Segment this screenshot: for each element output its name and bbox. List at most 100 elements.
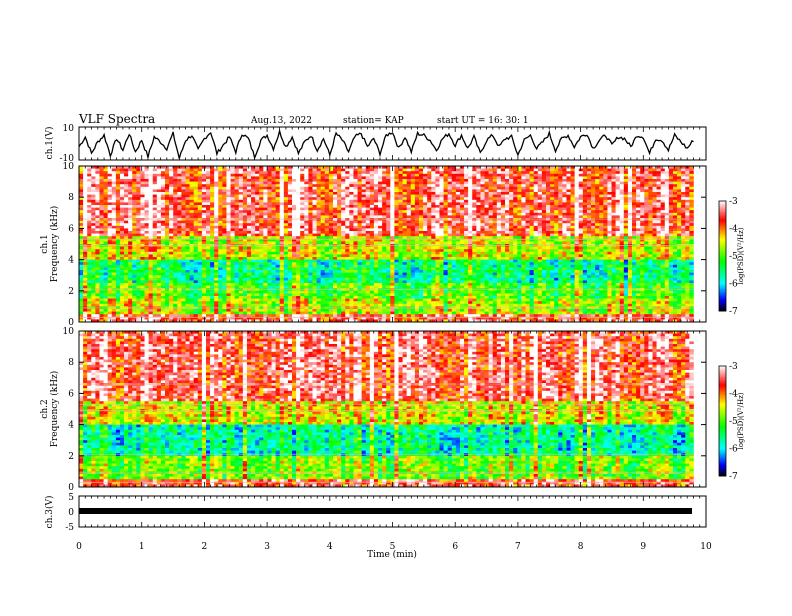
spectrogram-cell [205,254,211,258]
spectrogram-cell [398,296,403,299]
spectrogram-cell [185,296,190,299]
spectrogram-cell [308,251,313,255]
spectrogram-cell [312,199,317,203]
spectrogram-cell [332,181,338,185]
spectrogram-cell [197,223,203,227]
spectrogram-cell [91,192,96,195]
spectrogram-cell [111,194,117,198]
spectrogram-cell [328,283,334,286]
spectrogram-cell [156,277,162,281]
spectrogram-cell [115,197,121,201]
spectrogram-cell [324,296,330,299]
spectrogram-cell [345,280,350,284]
spectrogram-cell [357,233,362,237]
spectrogram-cell [332,311,338,315]
spectrogram-cell [357,314,362,318]
spectrogram-cell [251,184,256,188]
spectrogram-cell [226,238,231,242]
spectrogram-cell [382,210,387,214]
spectrogram-cell [386,210,391,214]
spectrogram-cell [242,171,248,175]
spectrogram-cell [148,236,154,240]
spectrogram-cell [402,233,408,237]
spectrogram-cell [414,277,420,281]
spectrogram-cell [205,218,211,221]
spectrogram-cell [320,166,326,169]
spectrogram-cell [328,309,334,312]
spectrogram-cell [275,184,281,188]
spectrogram-cell [296,296,301,299]
spectrogram-cell [263,303,268,307]
spectrogram-cell [312,275,317,279]
spectrogram-cell [390,290,395,294]
spectrogram-cell [148,184,154,188]
spectrogram-cell [292,166,297,169]
spectrogram-cell [324,173,330,177]
spectrogram-cell [152,236,158,240]
spectrogram-cell [169,202,174,206]
spectrogram-cell [386,186,391,190]
spectrogram-cell [79,272,84,276]
spectrogram-cell [382,309,387,312]
spectrogram-cell [263,192,268,195]
spectrogram-cell [136,290,141,294]
spectrogram-cell [365,166,371,169]
spectrogram-cell [369,264,375,268]
spectrogram-cell [398,179,403,182]
spectrogram-cell [169,176,174,180]
spectrogram-cell [238,293,244,297]
spectrogram-cell [398,257,403,260]
spectrogram-cell [361,184,367,188]
spectrogram-cell [292,264,297,268]
spectrogram-cell [222,316,227,320]
spectrogram-cell [246,181,252,185]
spectrogram-cell [386,241,391,245]
spectrogram-cell [300,233,305,237]
spectrogram-cell [328,262,334,266]
spectrogram-cell [95,241,100,245]
spectrogram-cell [378,192,383,195]
spectrogram-cell [201,199,207,203]
spectrogram-cell [332,251,338,255]
spectrogram-cell [107,296,113,299]
spectrogram-cell [378,316,383,320]
spectrogram-cell [394,194,399,198]
spectrogram-cell [87,270,92,273]
spectrogram-cell [185,262,190,266]
spectrogram-cell [107,197,113,201]
spectrogram-cell [361,173,367,177]
spectrogram-cell [91,231,96,234]
spectrogram-cell [255,241,260,245]
spectrogram-cell [79,194,84,198]
spectrogram-cell [328,288,334,292]
spectrogram-cell [95,285,100,289]
spectrogram-cell [160,277,166,281]
spectrogram-cell [226,171,231,175]
spectrogram-cell [402,283,408,286]
spectrogram-cell [382,259,387,263]
spectrogram-cell [107,205,113,208]
spectrogram-cell [115,311,121,315]
spectrogram-cell [361,215,367,219]
spectrogram-cell [181,301,186,305]
spectrogram-cell [341,285,346,289]
spectrogram-cell [320,298,326,302]
spectrogram-cell [144,199,149,203]
spectrogram-cell [373,257,379,260]
spectrogram-cell [103,202,108,206]
spectrogram-cell [234,210,240,214]
spectrogram-cell [205,246,211,250]
spectrogram-cell [365,173,371,177]
spectrogram-cell [357,290,362,294]
spectrogram-cell [107,316,113,320]
spectrogram-cell [177,231,182,234]
spectrogram-cell [152,257,158,260]
spectrogram-cell [373,181,379,185]
spectrogram-cell [353,285,358,289]
spectrogram-cell [365,168,371,172]
spectrogram-cell [324,259,330,263]
spectrogram-cell [124,181,129,185]
spectrogram-cell [378,309,383,312]
spectrogram-cell [165,189,170,193]
spectrogram-cell [107,275,113,279]
